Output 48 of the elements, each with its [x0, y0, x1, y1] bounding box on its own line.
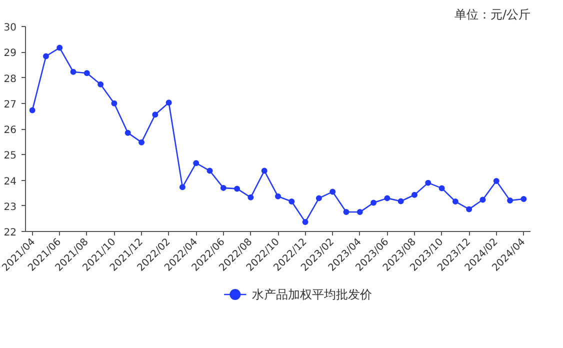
point [29, 107, 36, 114]
point [493, 178, 500, 184]
point [411, 192, 418, 198]
y-tick-label: 30 [4, 22, 17, 34]
point [275, 193, 281, 200]
point [356, 209, 363, 216]
point [466, 206, 472, 212]
legend-label: 水产品加权平均批发价 [252, 288, 372, 302]
point [438, 185, 445, 192]
point [507, 198, 514, 204]
y-tick-label: 28 [4, 74, 17, 85]
point [42, 53, 49, 60]
point [398, 198, 404, 204]
point [84, 70, 90, 76]
y-tick-label: 29 [4, 48, 17, 60]
point [152, 112, 158, 118]
point [98, 81, 104, 88]
point [206, 168, 213, 174]
point [330, 188, 336, 195]
point [520, 196, 527, 202]
y-tick-label: 24 [4, 176, 17, 188]
point [56, 44, 63, 51]
point [179, 184, 186, 190]
y-tick-label: 25 [4, 150, 17, 162]
point [111, 100, 118, 106]
point [193, 160, 200, 166]
y-tick-label: 22 [4, 228, 17, 238]
point [384, 195, 390, 202]
text: 单位：元/公斤 [454, 8, 531, 22]
point [370, 200, 377, 206]
y-tick-label: 26 [4, 125, 17, 136]
point [138, 139, 145, 146]
y-tick-label: 23 [4, 202, 17, 213]
point [166, 100, 172, 106]
point [248, 194, 254, 200]
y-tick-label: 27 [4, 99, 17, 110]
point [480, 196, 486, 203]
point [70, 68, 76, 75]
point [452, 198, 458, 205]
point [124, 130, 131, 136]
point [343, 209, 350, 216]
point [316, 195, 322, 202]
point [261, 168, 268, 174]
point [220, 184, 226, 191]
point [288, 198, 295, 205]
point [234, 186, 240, 192]
point [425, 180, 432, 186]
point [302, 219, 308, 226]
